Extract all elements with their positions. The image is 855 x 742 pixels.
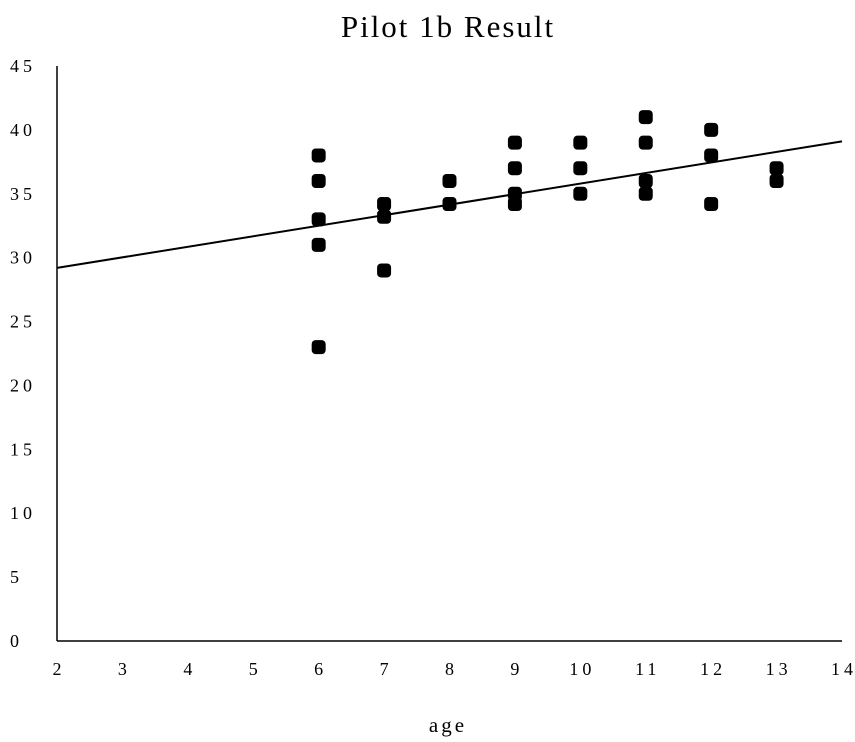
- data-point: [638, 110, 653, 125]
- x-tick-label: 10: [569, 659, 595, 679]
- data-point: [638, 135, 653, 150]
- y-tick-label: 35: [10, 184, 36, 204]
- x-tick-label: 14: [831, 659, 855, 679]
- data-point: [311, 148, 326, 163]
- y-tick-label: 5: [10, 567, 23, 587]
- x-axis-label: age: [429, 713, 467, 737]
- data-point: [311, 212, 326, 227]
- x-tick-label: 11: [635, 659, 660, 679]
- data-point: [377, 263, 392, 278]
- y-tick-label: 25: [10, 312, 36, 332]
- x-tick-label: 4: [183, 659, 196, 679]
- y-tick-label: 15: [10, 439, 36, 459]
- y-tick-label: 10: [10, 503, 36, 523]
- data-point: [638, 174, 653, 188]
- x-tick-label: 8: [445, 659, 458, 679]
- data-point: [507, 135, 522, 150]
- data-point: [573, 135, 588, 150]
- y-tick-label: 0: [10, 631, 23, 651]
- data-point: [704, 122, 719, 137]
- data-point: [769, 174, 784, 188]
- data-point: [311, 237, 326, 252]
- x-tick-label: 12: [700, 659, 726, 679]
- data-point: [573, 161, 588, 176]
- y-tick-label: 30: [10, 248, 36, 268]
- x-tick-label: 6: [314, 659, 327, 679]
- data-point: [507, 161, 522, 176]
- data-point: [704, 197, 719, 211]
- data-point: [377, 197, 392, 211]
- data-point: [377, 209, 392, 224]
- data-point: [507, 197, 522, 211]
- data-point: [311, 340, 326, 355]
- data-points: [311, 110, 784, 355]
- data-point: [704, 148, 719, 163]
- x-tick-label: 3: [118, 659, 131, 679]
- y-axis-ticks: 0 5 10 15 20 25 30 35 40 45: [10, 56, 36, 651]
- x-tick-label: 2: [53, 659, 66, 679]
- x-tick-label: 7: [380, 659, 393, 679]
- chart-title: Pilot 1b Result: [341, 9, 555, 44]
- x-tick-label: 13: [766, 659, 792, 679]
- data-point: [442, 174, 457, 188]
- x-axis-ticks: 2 3 4 5 6 7 8 9 10 11 12 13 14: [53, 659, 855, 679]
- x-tick-label: 5: [249, 659, 262, 679]
- data-point: [311, 174, 326, 188]
- trendline: [56, 140, 843, 269]
- data-point: [573, 186, 588, 201]
- data-point: [769, 161, 784, 176]
- data-point: [638, 186, 653, 201]
- y-tick-label: 20: [10, 375, 36, 395]
- y-tick-label: 45: [10, 56, 36, 76]
- x-tick-label: 9: [510, 659, 523, 679]
- y-tick-label: 40: [10, 120, 36, 140]
